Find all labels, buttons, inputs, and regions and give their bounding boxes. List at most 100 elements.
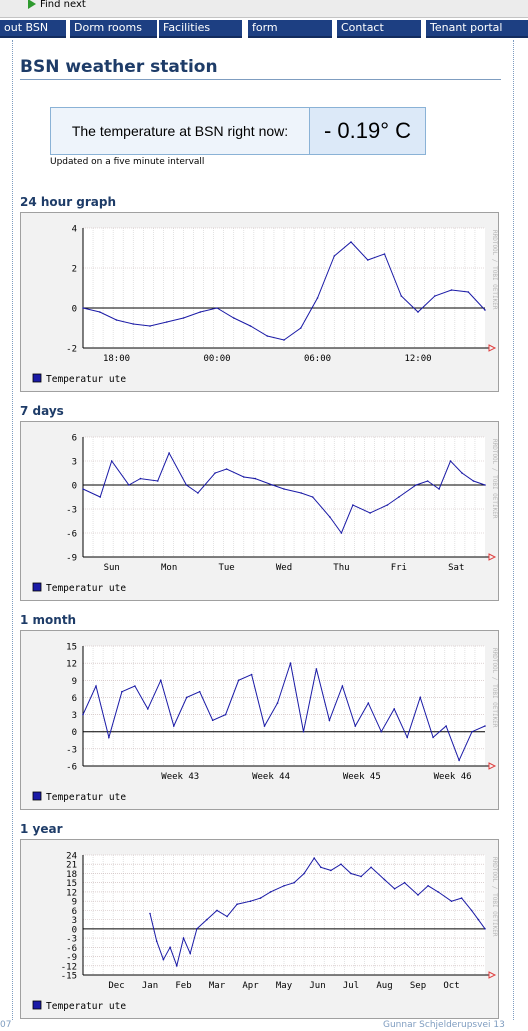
section-title-1-year: 1 year: [20, 822, 63, 836]
chart-0-data-point: [199, 311, 202, 313]
chart-2-data-point: [367, 702, 370, 704]
chart-3-data-point: [176, 965, 178, 967]
chart-3-y-tick-label: -12: [61, 962, 77, 972]
chart-1-data-point: [243, 476, 245, 478]
chart-1-data-point: [128, 484, 130, 486]
chart-2-watermark: RRDTOOL / TOBI OETIKER: [491, 648, 498, 728]
chart-0-data-point: [233, 317, 235, 319]
chart-2-data-point: [147, 708, 149, 710]
find-next-button[interactable]: Find next: [28, 0, 86, 11]
title-divider: [20, 79, 501, 80]
chart-3-data-point: [169, 946, 171, 949]
chart-2-data-point: [302, 730, 305, 733]
nav-item-dorm-rooms[interactable]: Dorm rooms: [70, 20, 157, 38]
chart-0-data-point: [350, 241, 352, 243]
chart-3-data-point: [236, 903, 238, 905]
nav-item-facilities[interactable]: Facilities: [159, 20, 242, 38]
chart-3-data-point: [477, 918, 480, 921]
chart-0-data-point: [467, 291, 470, 293]
chart-3-y-tick-label: 21: [66, 861, 77, 871]
chart-1-y-tick-label: -6: [66, 530, 77, 540]
find-bar: Find next: [0, 0, 528, 18]
chart-3-data-point: [196, 928, 198, 930]
chart-2-y-tick-label: 12: [66, 660, 77, 670]
chart-0-data-point: [249, 325, 252, 327]
chart-0-data-point: [216, 307, 218, 309]
chart-0-y-tick-label: 2: [72, 265, 77, 275]
chart-1-data-point: [415, 484, 417, 486]
chart-0-data-point: [99, 311, 101, 313]
chart-3-data-point: [206, 918, 208, 921]
chart-2-data-point: [393, 708, 396, 710]
chart-2-data-point: [82, 713, 84, 716]
chart-0-data-point: [115, 319, 118, 321]
chart-3-x-tick-label: May: [276, 981, 293, 991]
chart-0-data-point: [434, 295, 436, 297]
chart-1-x-tick-label: Fri: [391, 563, 407, 573]
chart-1-data-point: [283, 488, 285, 490]
chart-0-data-point: [333, 255, 336, 257]
chart-3-data-point: [383, 878, 386, 881]
chart-2-y-tick-label: -6: [66, 763, 77, 773]
chart-3-data-point: [470, 909, 473, 912]
chart-3-legend-label: Temperatur ute: [46, 1001, 126, 1012]
chart-1-y-tick-label: -9: [66, 554, 77, 564]
chart-3-x-tick-label: Feb: [175, 981, 191, 991]
chart-0-data-point: [450, 289, 453, 291]
chart-2-data-point: [263, 725, 266, 727]
chart-1-data-point: [82, 488, 84, 490]
chart-3-x-axis-arrow-icon: [488, 971, 497, 979]
chart-2-y-tick-label: 9: [72, 677, 77, 687]
chart-2-data-point: [354, 725, 357, 727]
chart-3-data-point: [313, 857, 316, 859]
chart-0-x-tick-label: 18:00: [103, 354, 130, 364]
chart-3-data-point: [427, 885, 429, 887]
chart-3-x-tick-label: Jul: [343, 981, 359, 991]
find-next-arrow-icon: [28, 0, 36, 9]
chart-1-y-tick-label: 0: [72, 482, 77, 492]
nav-item-tenant-portal[interactable]: Tenant portal: [426, 20, 528, 38]
chart-2-data-point: [121, 690, 123, 693]
chart-0-x-tick-label: 00:00: [203, 354, 230, 364]
chart-2-legend-label: Temperatur ute: [46, 792, 126, 803]
chart-3-y-tick-label: -3: [66, 935, 77, 945]
chart-3-data-point: [249, 900, 252, 902]
chart-3-data-point: [340, 863, 342, 865]
chart-3-y-tick-label: 6: [72, 907, 77, 917]
graph-24-hour: 4 2 0 -2 18:00 00:00 06:00 12:00 RRDTOOL / TOBI …: [20, 212, 499, 392]
chart-1-data-point: [271, 484, 274, 486]
chart-0-data-point: [149, 325, 151, 327]
chart-1-x-tick-label: Thu: [333, 563, 349, 573]
nav-item-about-bsn[interactable]: out BSN: [0, 20, 66, 38]
chart-3-data-point: [216, 909, 218, 912]
find-next-label: Find next: [40, 0, 86, 10]
chart-2-x-tick-label: Week 44: [252, 772, 290, 782]
chart-1-month-svg: 15 12 9 6 3 0 -3 -6 Week 43 Week 44 Week 45 Week 46…: [32, 643, 498, 803]
chart-1-series-line: [82, 451, 486, 535]
nav-item-contact[interactable]: Contact: [337, 20, 421, 38]
chart-1-x-tick-label: Tue: [218, 563, 234, 573]
chart-2-x-tick-label: Week 43: [161, 772, 199, 782]
chart-1-x-tick-label: Sun: [104, 563, 120, 573]
chart-2-data-point: [380, 730, 383, 733]
chart-3-data-point: [350, 872, 352, 875]
chart-2-x-axis-arrow-icon: [488, 762, 497, 770]
chart-2-data-point: [471, 730, 473, 733]
top-navigation: out BSN Dorm rooms Facilities form Conta…: [0, 20, 528, 38]
chart-3-data-point: [417, 894, 419, 896]
chart-1-data-point: [472, 480, 475, 482]
chart-1-data-point: [99, 496, 101, 498]
chart-3-x-tick-label: Jun: [309, 981, 325, 991]
graph-7-days: 6 3 0 -3 -6 -9 Sun Mon Tue Wed Thu Fri Sat RRDTOOL / …: [20, 421, 499, 601]
chart-2-data-point: [289, 662, 292, 664]
chart-0-data-point: [132, 323, 135, 325]
nav-item-form[interactable]: form: [248, 20, 332, 38]
chart-2-data-point: [250, 673, 253, 676]
chart-3-data-point: [283, 885, 285, 887]
chart-3-y-tick-label: 18: [66, 870, 77, 880]
chart-0-data-point: [484, 309, 486, 311]
chart-0-data-point: [300, 327, 302, 329]
chart-3-y-tick-label: 9: [72, 898, 77, 908]
chart-3-x-tick-label: Jan: [142, 981, 158, 991]
chart-2-data-point: [108, 736, 110, 739]
